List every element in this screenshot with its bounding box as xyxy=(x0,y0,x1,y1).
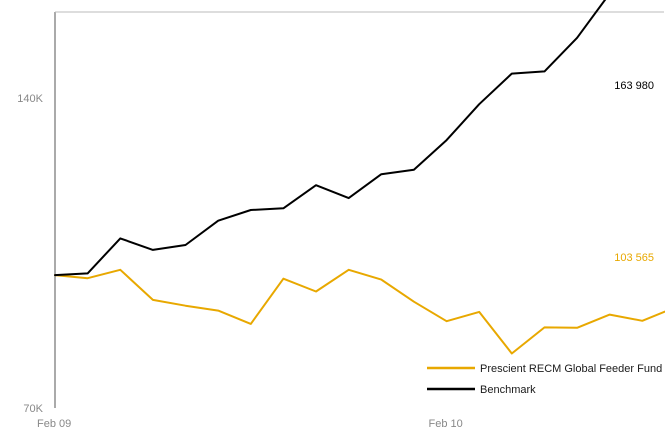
legend: Prescient RECM Global Feeder Fund B Bench… xyxy=(427,363,665,396)
legend-label: Prescient RECM Global Feeder Fund B xyxy=(480,363,665,375)
benchmark-end-value: 163 980 xyxy=(614,80,654,92)
legend-label: Benchmark xyxy=(480,384,536,396)
end-labels: 163 980 103 565 xyxy=(614,80,654,264)
series-layer xyxy=(54,0,665,355)
x-tick-label: Feb 10 xyxy=(429,418,463,427)
series-line-fund xyxy=(54,268,665,355)
x-tick-label: Feb 09 xyxy=(37,418,71,427)
y-tick-label: 70K xyxy=(23,403,43,415)
fund-end-value: 103 565 xyxy=(614,252,654,264)
plot-frame xyxy=(54,11,664,408)
axis-labels: 70K 140K Feb 09 Feb 10 xyxy=(17,93,463,427)
series-line-benchmark xyxy=(54,0,607,277)
y-tick-label: 140K xyxy=(17,93,43,105)
